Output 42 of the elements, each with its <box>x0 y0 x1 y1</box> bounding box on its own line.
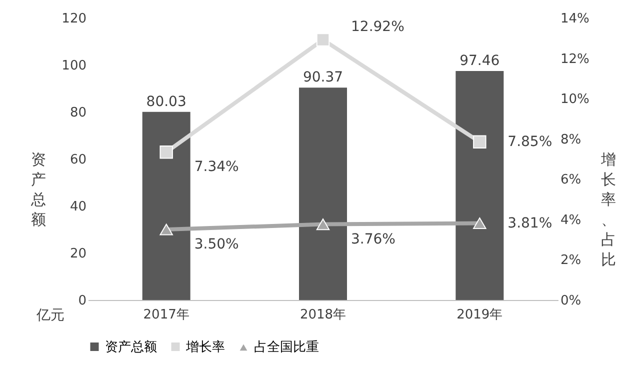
legend-label: 增长率 <box>185 338 225 355</box>
y2-tick-label: 4% <box>560 212 582 228</box>
y2-tick-label: 0% <box>560 294 582 308</box>
data-label: 97.46 <box>460 52 500 69</box>
y-tick-label: 20 <box>70 246 86 262</box>
y2-tick-label: 14% <box>560 12 590 26</box>
data-label: 7.34% <box>194 159 239 176</box>
bar <box>299 88 347 300</box>
point <box>316 33 330 46</box>
point <box>473 135 486 148</box>
y-tick-label: 80 <box>70 106 86 120</box>
y2-tick-label: 6% <box>560 172 582 188</box>
y2-tick-label: 10% <box>560 92 590 108</box>
data-label: 12.92% <box>351 18 404 35</box>
bar <box>456 70 504 300</box>
data-label: 7.85% <box>508 134 552 150</box>
y2-tick-label: 8% <box>560 132 582 148</box>
data-label: 3.76% <box>351 231 396 248</box>
y-tick-label: 100 <box>62 58 86 74</box>
y-tick-label: 0 <box>78 294 86 308</box>
y-tick-label: 60 <box>70 152 86 168</box>
x-tick-label: 2019年 <box>456 308 503 322</box>
y-tick-label: 40 <box>70 200 86 214</box>
data-label: 3.81% <box>508 215 552 232</box>
bar <box>142 112 190 300</box>
y2-tick-label: 2% <box>560 253 582 268</box>
x-tick-label: 2017年 <box>143 308 190 322</box>
x-tick-label: 2018年 <box>300 308 346 322</box>
y2-tick-label: 12% <box>560 52 590 67</box>
data-label: 90.37 <box>302 70 344 86</box>
y-tick-label: 120 <box>62 12 86 26</box>
y2-axis-title: 增长率、占比 <box>600 150 616 268</box>
point <box>316 218 330 230</box>
legend-label: 占全国比重 <box>254 340 319 356</box>
data-label: 80.03 <box>146 94 186 110</box>
point <box>473 217 486 230</box>
text: 亿元 <box>36 308 64 324</box>
legend-label: 资产总额 <box>105 340 157 355</box>
y-axis-title: 资产总额 <box>30 150 46 228</box>
data-label: 3.50% <box>194 236 239 252</box>
point <box>160 224 173 236</box>
point <box>160 146 173 159</box>
